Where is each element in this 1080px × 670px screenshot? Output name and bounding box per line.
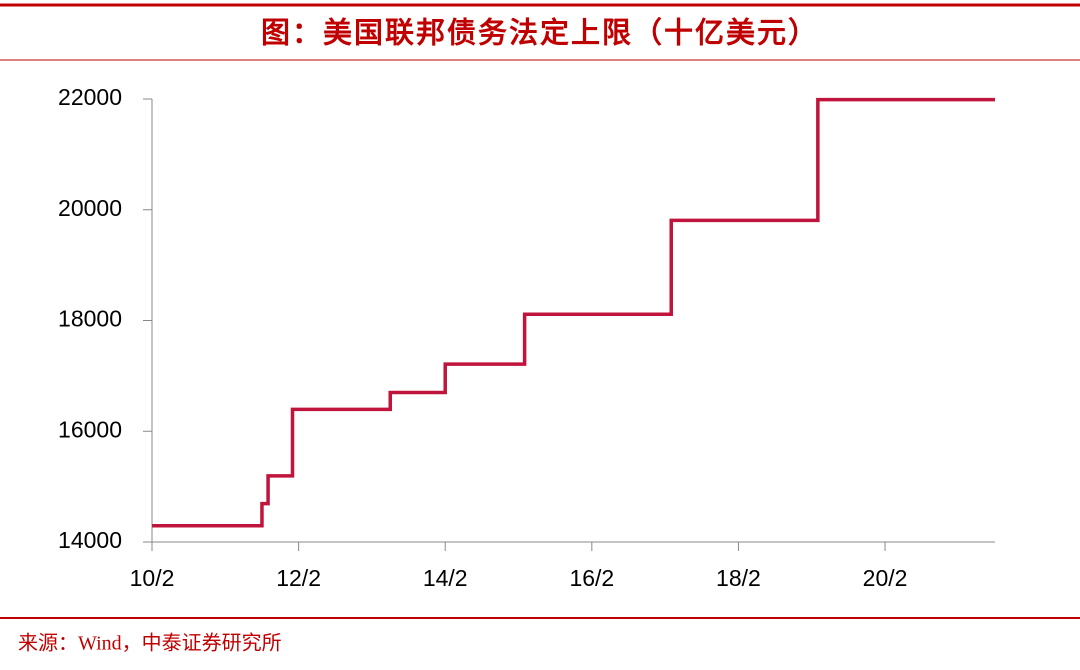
x-tick-label: 12/2 [276,565,321,591]
x-tick-label: 16/2 [569,565,614,591]
y-tick-label: 22000 [58,84,122,110]
x-tick-label: 18/2 [716,565,761,591]
x-tick-label: 10/2 [130,565,175,591]
y-tick-label: 18000 [58,306,122,332]
x-tick-label: 20/2 [863,565,908,591]
y-tick-label: 16000 [58,416,122,442]
y-tick-label: 14000 [58,527,122,553]
y-tick-label: 20000 [58,195,122,221]
step-line [152,97,995,528]
x-tick-label: 14/2 [423,565,468,591]
chart-title: 图：美国联邦债务法定上限（十亿美元） [261,16,819,50]
source: 来源：Wind，中泰证券研究所 [18,632,282,655]
